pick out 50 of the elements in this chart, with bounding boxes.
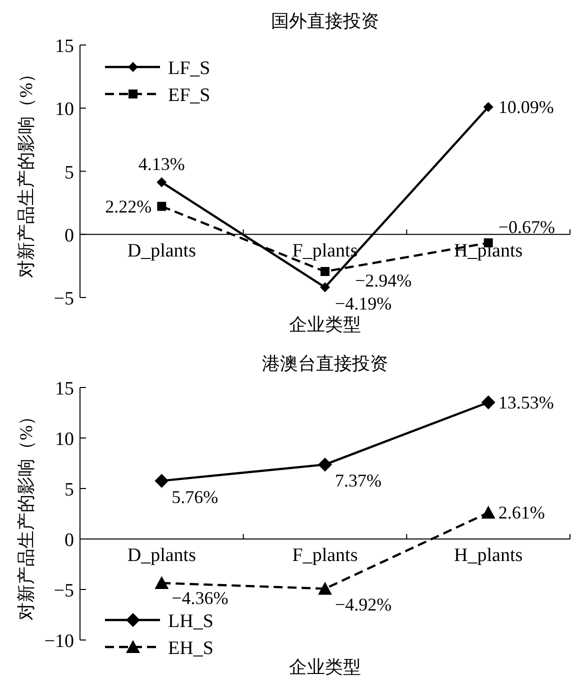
- data-label: 2.22%: [105, 196, 152, 216]
- x-tick-label: H_plants: [454, 545, 523, 566]
- chart-title: 国外直接投资: [271, 11, 379, 31]
- point: [154, 576, 169, 590]
- y-tick-label: 0: [64, 530, 74, 551]
- point: [481, 506, 496, 519]
- data-label: 7.37%: [335, 470, 382, 491]
- point: [320, 282, 330, 292]
- x-tick-label: F_plants: [292, 240, 358, 262]
- y-tick-label: 10: [55, 99, 74, 120]
- point: [318, 582, 332, 595]
- point: [320, 266, 330, 276]
- y-axis-title: 对新产品生产的影响（%）: [16, 407, 36, 620]
- y-tick-label: 5: [64, 480, 74, 500]
- y-tick-label: 10: [55, 429, 74, 450]
- point: [318, 458, 332, 472]
- data-label: −0.67%: [498, 216, 555, 237]
- y-tick-label: −10: [44, 631, 74, 652]
- point: [157, 202, 166, 211]
- point: [156, 177, 167, 188]
- point: [481, 395, 496, 410]
- y-tick-label: 15: [55, 36, 74, 57]
- point: [154, 474, 169, 488]
- y-tick-label: 5: [64, 162, 74, 184]
- point: [483, 102, 494, 112]
- legend-label: EH_S: [168, 638, 214, 659]
- x-tick-label: F_plants: [292, 545, 358, 566]
- x-tick-label: H_plants: [454, 240, 523, 262]
- y-tick-label: 15: [55, 378, 74, 400]
- y-tick-label: −5: [54, 580, 74, 602]
- x-axis-title: 企业类型: [289, 314, 361, 334]
- data-label: 13.53%: [498, 392, 554, 412]
- legend-label: LH_S: [168, 611, 214, 632]
- data-label: −4.19%: [335, 293, 392, 314]
- data-label: 4.13%: [138, 154, 185, 174]
- x-axis-title: 企业类型: [289, 657, 361, 677]
- data-label: 10.09%: [498, 96, 554, 117]
- x-tick-label: D_plants: [127, 545, 196, 566]
- data-label: −2.94%: [355, 270, 412, 290]
- y-tick-label: 0: [64, 225, 74, 246]
- y-axis-title: 对新产品生产的影响（%）: [16, 64, 36, 278]
- data-label: −4.92%: [335, 594, 392, 615]
- x-tick-label: D_plants: [127, 240, 196, 262]
- y-tick-label: −5: [54, 288, 74, 310]
- data-label: −4.36%: [172, 588, 228, 608]
- legend-label: LF_S: [168, 58, 210, 79]
- data-label: 5.76%: [172, 486, 218, 507]
- chart-title: 港澳台直接投资: [262, 354, 388, 374]
- data-label: 2.61%: [498, 502, 545, 523]
- legend-label: EF_S: [168, 85, 210, 106]
